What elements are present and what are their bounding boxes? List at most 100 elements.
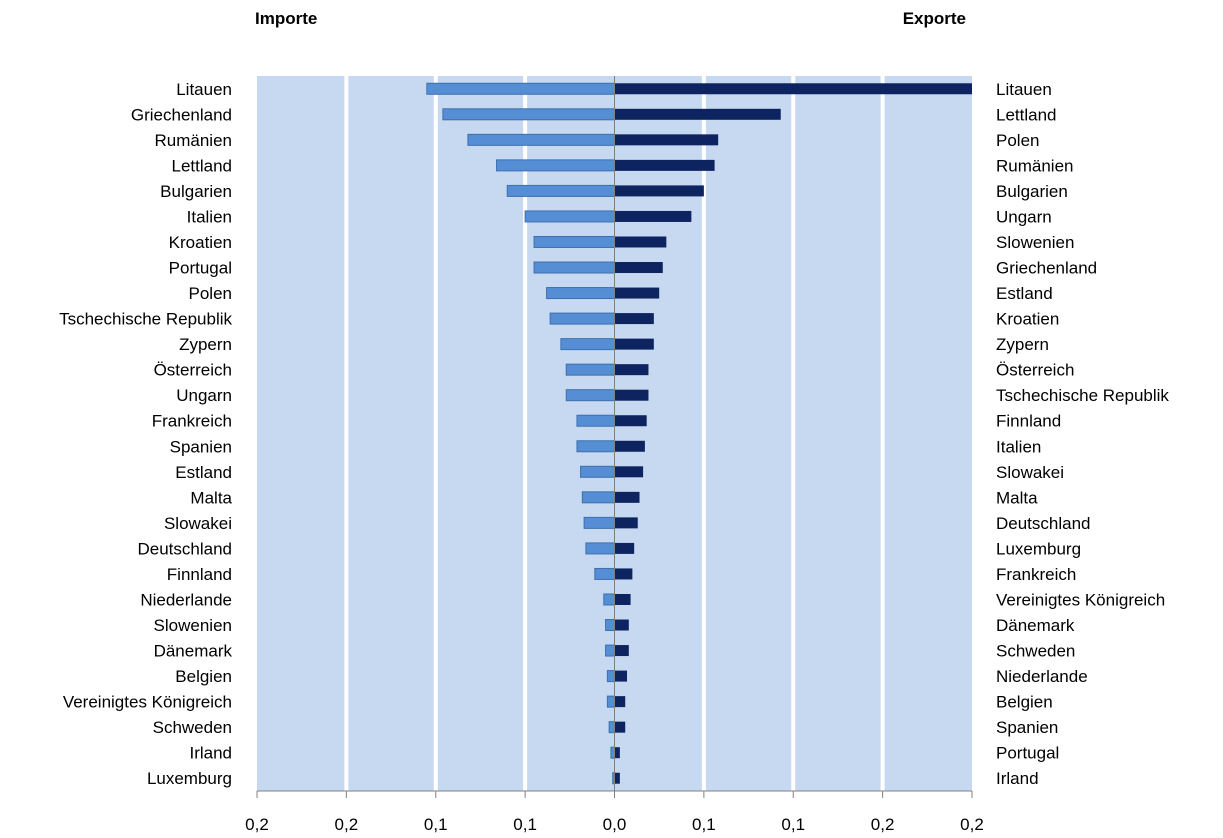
import-bar <box>605 644 615 657</box>
export-category-label: Malta <box>996 488 1038 507</box>
export-bar <box>614 491 640 503</box>
import-category-label: Irland <box>189 744 232 763</box>
import-bar <box>576 414 616 427</box>
export-category-label: Spanien <box>996 718 1058 737</box>
import-bar <box>581 491 616 504</box>
export-bar <box>614 134 719 146</box>
import-category-label: Österreich <box>154 361 232 380</box>
import-bar <box>442 108 615 121</box>
export-category-label: Bulgarien <box>996 182 1068 201</box>
import-bar <box>524 210 615 223</box>
exports-header: Exporte <box>903 9 966 28</box>
import-bar <box>533 261 615 274</box>
import-category-label: Tschechische Republik <box>59 310 232 329</box>
import-category-label: Belgien <box>175 667 232 686</box>
x-tick-label: 0,1 <box>424 815 448 834</box>
import-category-label: Frankreich <box>152 412 232 431</box>
x-tick-label: 0,1 <box>692 815 716 834</box>
import-bar <box>549 312 616 325</box>
import-bar <box>580 465 615 478</box>
export-category-label: Luxemburg <box>996 539 1081 558</box>
x-tick-label: 0,0 <box>603 815 627 834</box>
export-bar <box>614 287 660 299</box>
import-category-label: Luxemburg <box>147 769 232 788</box>
export-category-label: Slowenien <box>996 233 1074 252</box>
import-category-label: Zypern <box>179 335 232 354</box>
export-category-label: Dänemark <box>996 616 1075 635</box>
import-category-label: Kroatien <box>169 233 232 252</box>
export-bar <box>614 721 626 733</box>
x-tick-label: 0,1 <box>513 815 537 834</box>
import-category-label: Portugal <box>169 259 232 278</box>
import-bar <box>583 516 615 529</box>
import-category-label: Finnland <box>167 565 232 584</box>
import-category-label: Ungarn <box>176 386 232 405</box>
export-bar <box>614 262 663 274</box>
export-category-label: Vereinigtes Königreich <box>996 590 1165 609</box>
import-bar <box>467 133 615 146</box>
import-bar <box>594 567 616 580</box>
import-category-label: Estland <box>175 463 232 482</box>
export-category-label: Irland <box>996 769 1039 788</box>
export-bar <box>614 415 647 427</box>
import-bar <box>585 542 616 555</box>
import-bar <box>576 440 616 453</box>
x-axis: 0,2 0,2 0,1 0,1 0,0 0,1 0,1 0,2 0,2 <box>245 790 984 834</box>
import-bar <box>560 338 615 351</box>
export-category-label: Litauen <box>996 80 1052 99</box>
export-bar <box>614 440 645 452</box>
export-bar <box>614 568 633 580</box>
import-category-label: Polen <box>189 284 232 303</box>
export-bar <box>614 83 972 95</box>
import-bar <box>610 746 615 759</box>
export-bar <box>614 313 654 325</box>
export-category-label: Estland <box>996 284 1053 303</box>
export-category-label: Portugal <box>996 744 1059 763</box>
export-bar <box>614 772 620 784</box>
import-bar <box>606 695 615 708</box>
export-bar <box>614 517 638 529</box>
export-bar <box>614 364 649 376</box>
imports-header: Importe <box>255 9 317 28</box>
import-category-label: Rumänien <box>155 131 233 150</box>
import-category-label: Schweden <box>153 718 232 737</box>
import-bar <box>533 235 615 248</box>
export-bar <box>614 210 692 222</box>
import-bar <box>608 721 616 734</box>
export-category-label: Kroatien <box>996 310 1059 329</box>
import-category-label: Italien <box>187 207 232 226</box>
import-category-label: Spanien <box>170 437 232 456</box>
export-bar <box>614 185 704 197</box>
export-bar <box>614 747 620 759</box>
export-category-label: Frankreich <box>996 565 1076 584</box>
export-category-label: Belgien <box>996 693 1053 712</box>
export-bar <box>614 542 635 554</box>
export-bar <box>614 670 628 682</box>
export-category-label: Tschechische Republik <box>996 386 1169 405</box>
x-tick-label: 0,2 <box>871 815 895 834</box>
import-bar <box>506 184 615 197</box>
export-bar <box>614 338 654 350</box>
x-tick-label: 0,2 <box>245 815 269 834</box>
import-category-label: Dänemark <box>154 642 233 661</box>
category-labels: Litauen Litauen Griechenland Lettland Rumäni… <box>59 80 1169 788</box>
import-bar <box>605 619 615 632</box>
import-bar <box>496 159 615 172</box>
export-bar <box>614 236 667 248</box>
export-bar <box>614 159 715 171</box>
import-category-label: Litauen <box>176 80 232 99</box>
export-bar <box>614 593 631 605</box>
export-bar <box>614 389 649 401</box>
export-category-label: Österreich <box>996 361 1074 380</box>
import-bar <box>603 593 616 606</box>
export-bar <box>614 645 629 657</box>
export-category-label: Niederlande <box>996 667 1088 686</box>
import-category-label: Slowakei <box>164 514 232 533</box>
import-category-label: Griechenland <box>131 105 232 124</box>
import-bar <box>606 670 615 683</box>
import-category-label: Malta <box>190 488 232 507</box>
export-bar <box>614 108 781 120</box>
x-tick-label: 0,2 <box>960 815 984 834</box>
import-category-label: Niederlande <box>140 590 232 609</box>
